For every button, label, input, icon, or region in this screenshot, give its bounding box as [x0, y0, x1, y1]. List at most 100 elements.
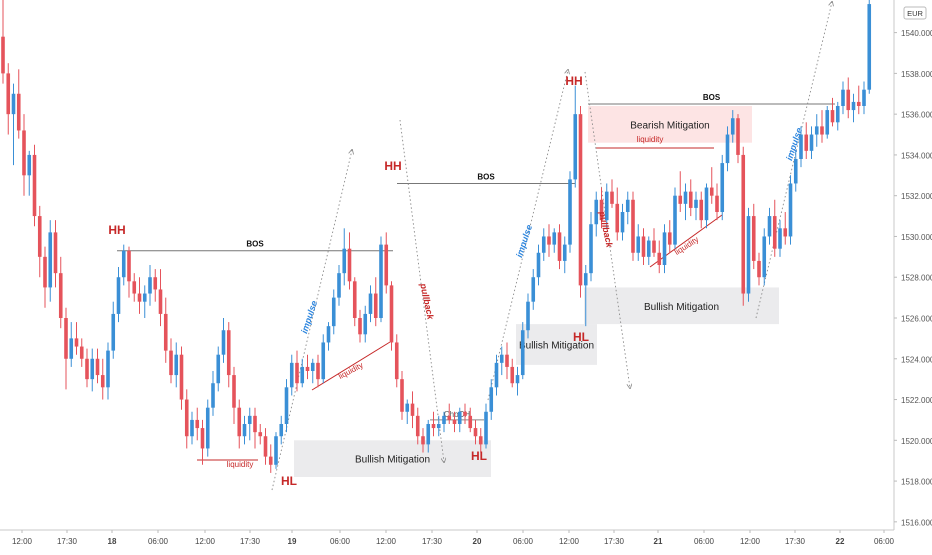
candle-body	[688, 191, 693, 208]
candle-body	[27, 154, 32, 176]
candle-body	[531, 277, 536, 302]
candle-body	[1, 36, 5, 74]
candle-body	[90, 358, 95, 380]
swing-hh-label: HH	[565, 74, 582, 88]
guide-lines: BOS BOS BOS ChoCH liquidity liquidity liquidit…	[117, 2, 835, 491]
candle-body	[415, 415, 420, 437]
y-tick-label: 1540.000	[901, 29, 932, 38]
liquidity-label: liquidity	[673, 235, 700, 257]
y-tick-label: 1524.000	[901, 355, 932, 364]
x-tick-label: 06:00	[694, 537, 715, 546]
candle-body	[363, 313, 368, 335]
candle-body	[37, 216, 42, 257]
candle-body	[757, 260, 761, 278]
y-tick-label: 1530.000	[901, 233, 932, 242]
candle-body	[295, 362, 299, 384]
y-tick-label: 1526.000	[901, 315, 932, 324]
candle-body	[457, 411, 462, 424]
mitigation-zones: Bullish Mitigation Bullish Mitigation Bear…	[294, 106, 779, 477]
x-tick-label: 17:30	[422, 537, 443, 546]
candle-body	[431, 424, 436, 429]
candle-body	[699, 199, 704, 221]
dotted-arrow	[584, 71, 630, 388]
candle-body	[830, 110, 835, 123]
candle-body	[400, 379, 404, 412]
candle-body	[316, 362, 320, 380]
candle-body	[205, 407, 210, 449]
x-tick-label: 17:30	[785, 537, 806, 546]
candle-body	[562, 244, 567, 261]
y-tick-label: 1522.000	[901, 396, 932, 405]
candle-body	[662, 232, 667, 265]
candle-body	[95, 358, 100, 376]
candle-body	[725, 134, 730, 164]
candle-body	[673, 195, 677, 245]
candle-body	[358, 318, 362, 335]
candle-body	[352, 281, 357, 318]
candle-body	[547, 236, 551, 245]
candle-body	[337, 273, 341, 298]
candle-body	[169, 350, 173, 376]
candle-body	[127, 250, 131, 282]
candle-body	[111, 313, 116, 351]
candle-body	[541, 236, 546, 253]
candle-body	[536, 252, 541, 278]
candle-body	[148, 277, 152, 294]
candle-body	[64, 318, 68, 359]
candle-body	[715, 195, 719, 212]
x-tick-label: 12:00	[740, 537, 761, 546]
candle-body	[347, 248, 352, 282]
candle-body	[762, 236, 767, 278]
candle-body	[720, 163, 725, 212]
candle-body	[158, 289, 163, 314]
liquidity-label: liquidity	[337, 361, 365, 381]
x-tick-label: 17:30	[240, 537, 261, 546]
candle-body	[100, 375, 105, 388]
candle-body	[846, 89, 851, 111]
candle-body	[216, 354, 221, 384]
candle-body	[683, 191, 688, 204]
candle-body	[253, 415, 257, 433]
candle-body	[22, 130, 26, 176]
candle-body	[43, 256, 47, 288]
y-tick-label: 1536.000	[901, 111, 932, 120]
liquidity-line	[649, 214, 723, 268]
candle-body	[279, 424, 284, 437]
candle-body	[179, 354, 184, 400]
candle-body	[326, 326, 331, 343]
candle-body	[226, 330, 231, 376]
x-tick-label: 06:00	[874, 537, 895, 546]
x-tick-label: 06:00	[148, 537, 169, 546]
candle-body	[505, 354, 509, 367]
y-tick-label: 1532.000	[901, 192, 932, 201]
candle-body	[436, 424, 441, 429]
candle-body	[132, 281, 137, 294]
candle-body	[53, 232, 58, 274]
y-tick-label: 1538.000	[901, 70, 932, 79]
candle-body	[195, 419, 200, 429]
candle-body	[373, 293, 378, 318]
candle-body	[751, 216, 756, 261]
candle-body	[331, 297, 336, 327]
candle-body	[820, 126, 824, 135]
swing-hl-label: HL	[573, 330, 589, 344]
candle-body	[153, 277, 158, 290]
candle-body	[557, 232, 562, 261]
candle-body	[85, 358, 89, 380]
candle-body	[379, 244, 383, 318]
candle-body	[32, 154, 37, 217]
candle-body	[421, 436, 425, 445]
x-tick-label: 12:00	[12, 537, 33, 546]
candle-body	[394, 342, 399, 380]
choch-label: ChoCH	[444, 410, 470, 419]
candle-body	[342, 248, 347, 274]
candle-body	[116, 277, 121, 314]
candle-body	[300, 366, 305, 384]
mitigation-zone	[516, 324, 597, 365]
impulse-label: impulse	[514, 223, 534, 258]
candle-body	[594, 199, 599, 225]
x-tick-label: 21	[654, 537, 663, 546]
candle-body	[310, 362, 315, 371]
